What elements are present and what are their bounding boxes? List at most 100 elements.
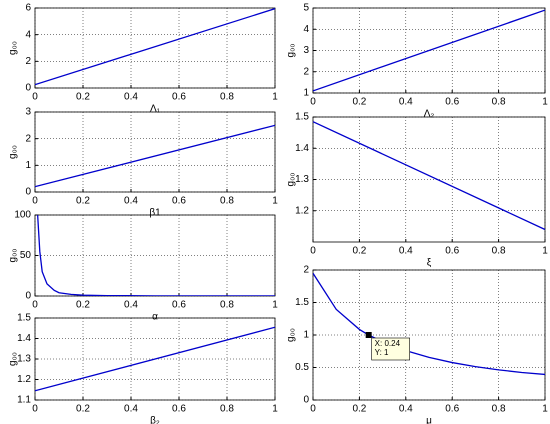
x-tick-label: 1 [272,92,278,103]
y-axis-label: g₀₀ [8,352,19,366]
y-tick-label: 3 [303,45,309,56]
y-tick-label: 2 [25,133,31,144]
y-tick-label: 1.3 [17,354,31,365]
x-tick-label: 0.4 [124,300,138,311]
x-tick-label: 0 [32,92,38,103]
y-axis-label: g₀₀ [8,145,19,159]
x-tick-label: 0.2 [76,196,90,207]
x-tick-label: 0.8 [492,246,506,257]
x-tick-label: 0.2 [76,92,90,103]
x-tick-label: 0.8 [492,404,506,415]
x-tick-label: 0.4 [124,92,138,103]
x-tick-label: 1 [542,404,548,415]
x-tick-label: 0.2 [76,300,90,311]
data-line [313,121,545,231]
axes-box [34,7,276,89]
plot-area [313,272,545,376]
y-tick-label: 1.5 [295,297,309,308]
y-tick-label: 0 [25,291,31,302]
data-line [35,8,275,86]
data-line [35,124,275,188]
y-tick-label: 1.4 [17,333,31,344]
y-tick-label: 6 [25,3,31,14]
x-axis-label: α [152,312,158,323]
plot-area [313,9,545,92]
y-tick-label: 4 [25,29,31,40]
x-axis-label: μ [426,416,432,424]
x-tick-label: 0 [32,196,38,207]
y-tick-label: 1.3 [295,174,309,185]
data-line [313,272,545,376]
axes-box [312,116,546,243]
x-tick-label: 1 [542,97,548,108]
y-tick-label: 2 [303,66,309,77]
x-tick-label: 0.6 [172,196,186,207]
x-tick-label: 1 [272,404,278,415]
datatip-label: Y: 1 [375,348,389,357]
y-tick-label: 2 [25,56,31,67]
y-tick-label: 0 [25,187,31,198]
y-tick-label: 2 [303,265,309,276]
y-tick-label: 5 [303,3,309,14]
plot-area [35,124,275,188]
x-tick-label: 1 [272,196,278,207]
x-tick-label: 0.6 [445,246,459,257]
x-tick-label: 0.8 [220,92,234,103]
y-axis-label: g₀₀ [8,249,19,263]
data-line [313,9,545,92]
y-tick-label: 3 [25,107,31,118]
y-tick-label: 1 [303,330,309,341]
axes-box [34,111,276,193]
plot-area [313,121,545,231]
x-tick-label: 0 [310,404,316,415]
x-tick-label: 0.4 [124,196,138,207]
y-axis-label: g₀₀ [8,41,19,55]
x-tick-label: 0 [32,300,38,311]
y-tick-label: 1.2 [17,374,31,385]
x-tick-label: 0.6 [172,300,186,311]
x-tick-label: 0.4 [399,404,413,415]
x-tick-label: 0.6 [445,404,459,415]
y-tick-label: 100 [14,210,31,221]
x-tick-label: 0.2 [76,404,90,415]
x-axis-label: ξ [427,258,432,269]
x-tick-label: 0.6 [445,97,459,108]
plot-area [35,326,275,392]
data-line [36,215,275,296]
y-tick-label: 1.5 [295,112,309,123]
x-tick-label: 0.6 [172,92,186,103]
plot-area [35,8,275,86]
y-axis-label: g₀₀ [286,44,297,58]
x-tick-label: 0 [310,97,316,108]
x-tick-label: 1 [542,246,548,257]
datatip-marker [365,332,372,338]
y-tick-label: 0.5 [295,362,309,373]
axes-box [312,269,546,401]
x-tick-label: 0.4 [399,246,413,257]
x-tick-label: 0.4 [124,404,138,415]
x-tick-label: 0.2 [352,246,366,257]
plot-area [36,215,275,296]
axes-box [34,317,276,401]
y-tick-label: 1.2 [295,205,309,216]
y-axis-label: g₀₀ [286,173,297,187]
y-tick-label: 1.5 [17,313,31,324]
y-tick-label: 0 [25,83,31,94]
y-tick-label: 1 [25,160,31,171]
x-tick-label: 0.8 [492,97,506,108]
x-tick-label: 0 [310,246,316,257]
x-axis-label: β1 [149,208,161,219]
x-axis-label: β₂ [150,416,160,424]
data-line [35,326,275,392]
x-tick-label: 0.4 [399,97,413,108]
x-tick-label: 0.2 [352,97,366,108]
x-tick-label: 0.2 [352,404,366,415]
x-tick-label: 1 [272,300,278,311]
y-tick-label: 50 [20,250,32,261]
x-tick-label: 0 [32,404,38,415]
y-tick-label: 1.1 [17,395,31,406]
x-tick-label: 0.8 [220,196,234,207]
x-tick-label: 0.8 [220,404,234,415]
y-axis-label: g₀₀ [286,328,297,342]
